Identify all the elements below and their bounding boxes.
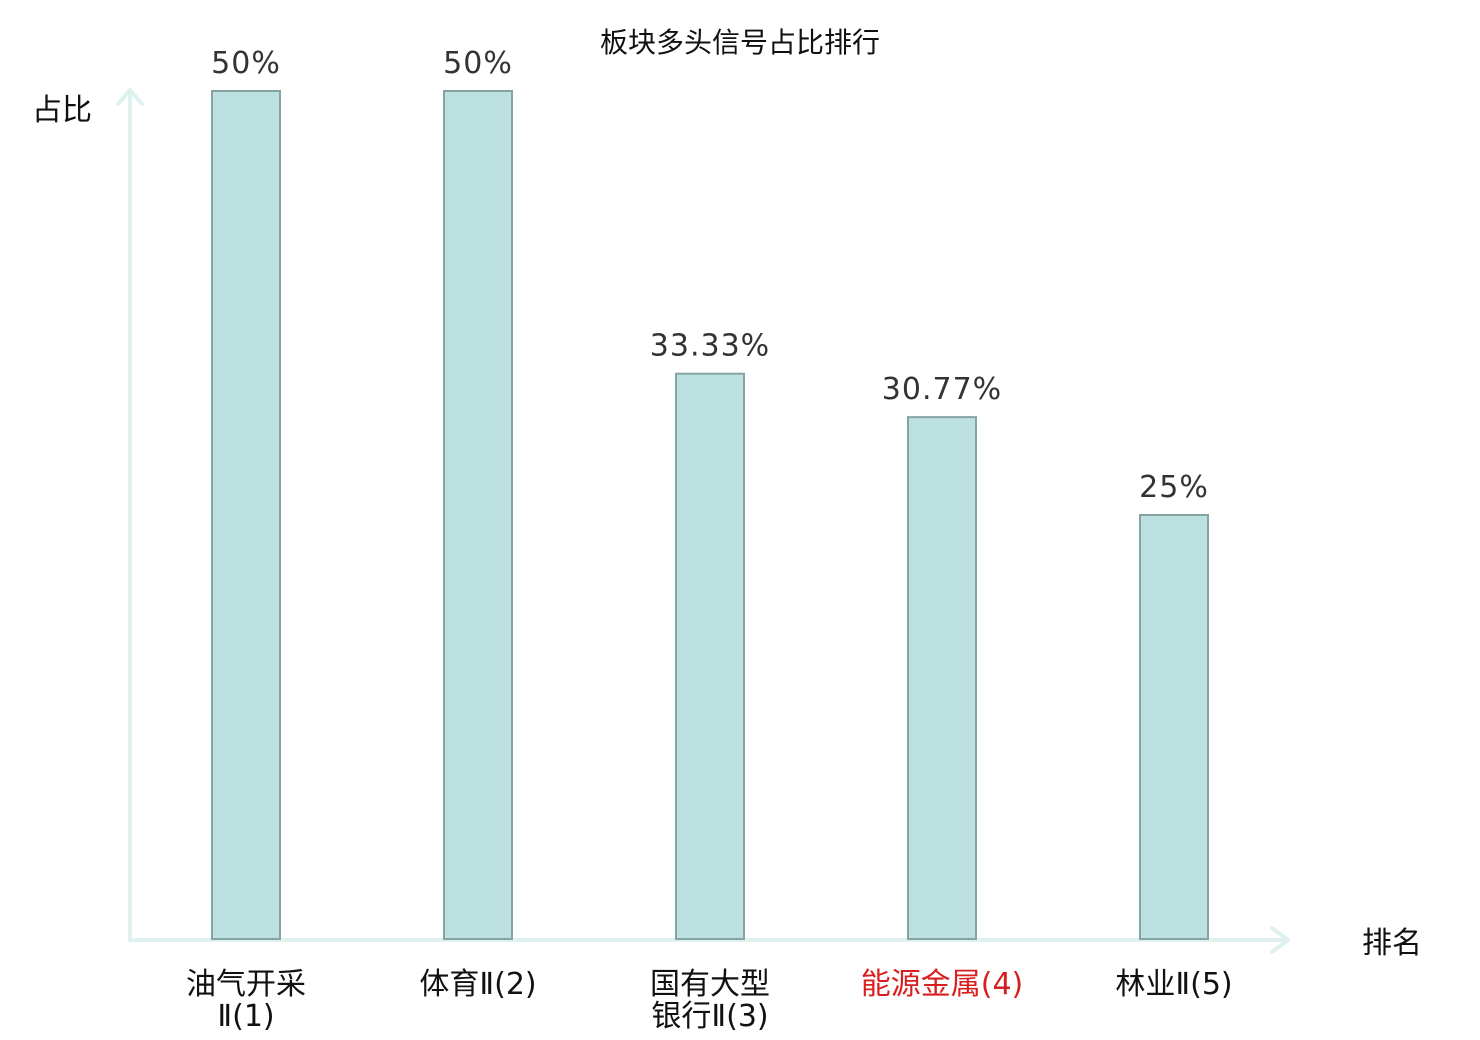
x-axis-arrow-icon xyxy=(1270,926,1290,954)
bars xyxy=(211,90,1209,940)
category-label-1-line-1: 油气开采 xyxy=(186,967,306,1002)
category-label-3-line-2: 银行Ⅱ(3) xyxy=(651,999,768,1034)
category-label-4: 能源金属(4) xyxy=(861,967,1024,1002)
y-axis-arrow-icon xyxy=(116,88,144,106)
bar-5 xyxy=(1139,514,1209,940)
category-label-5: 林业Ⅱ(5) xyxy=(1115,967,1232,1002)
x-axis-label: 排名 xyxy=(1362,926,1422,961)
value-labels: 50% 50% 33.33% 30.77% 25% xyxy=(211,46,1209,505)
chart-title: 板块多头信号占比排行 xyxy=(600,26,880,59)
value-label-4: 30.77% xyxy=(882,372,1002,407)
y-axis-label: 占比 xyxy=(32,93,92,128)
category-label-1-line-2: Ⅱ(1) xyxy=(217,999,274,1034)
bar-1 xyxy=(211,90,281,940)
category-label-3-line-1: 国有大型 xyxy=(650,967,770,1002)
bar-2 xyxy=(443,90,513,940)
value-label-1: 50% xyxy=(211,46,281,81)
value-label-2: 50% xyxy=(443,46,513,81)
category-label-2: 体育Ⅱ(2) xyxy=(419,967,536,1002)
axes xyxy=(116,88,1290,954)
value-label-5: 25% xyxy=(1139,470,1209,505)
bar-3 xyxy=(675,372,745,940)
value-label-3: 33.33% xyxy=(650,329,770,364)
bar-4 xyxy=(907,416,977,940)
